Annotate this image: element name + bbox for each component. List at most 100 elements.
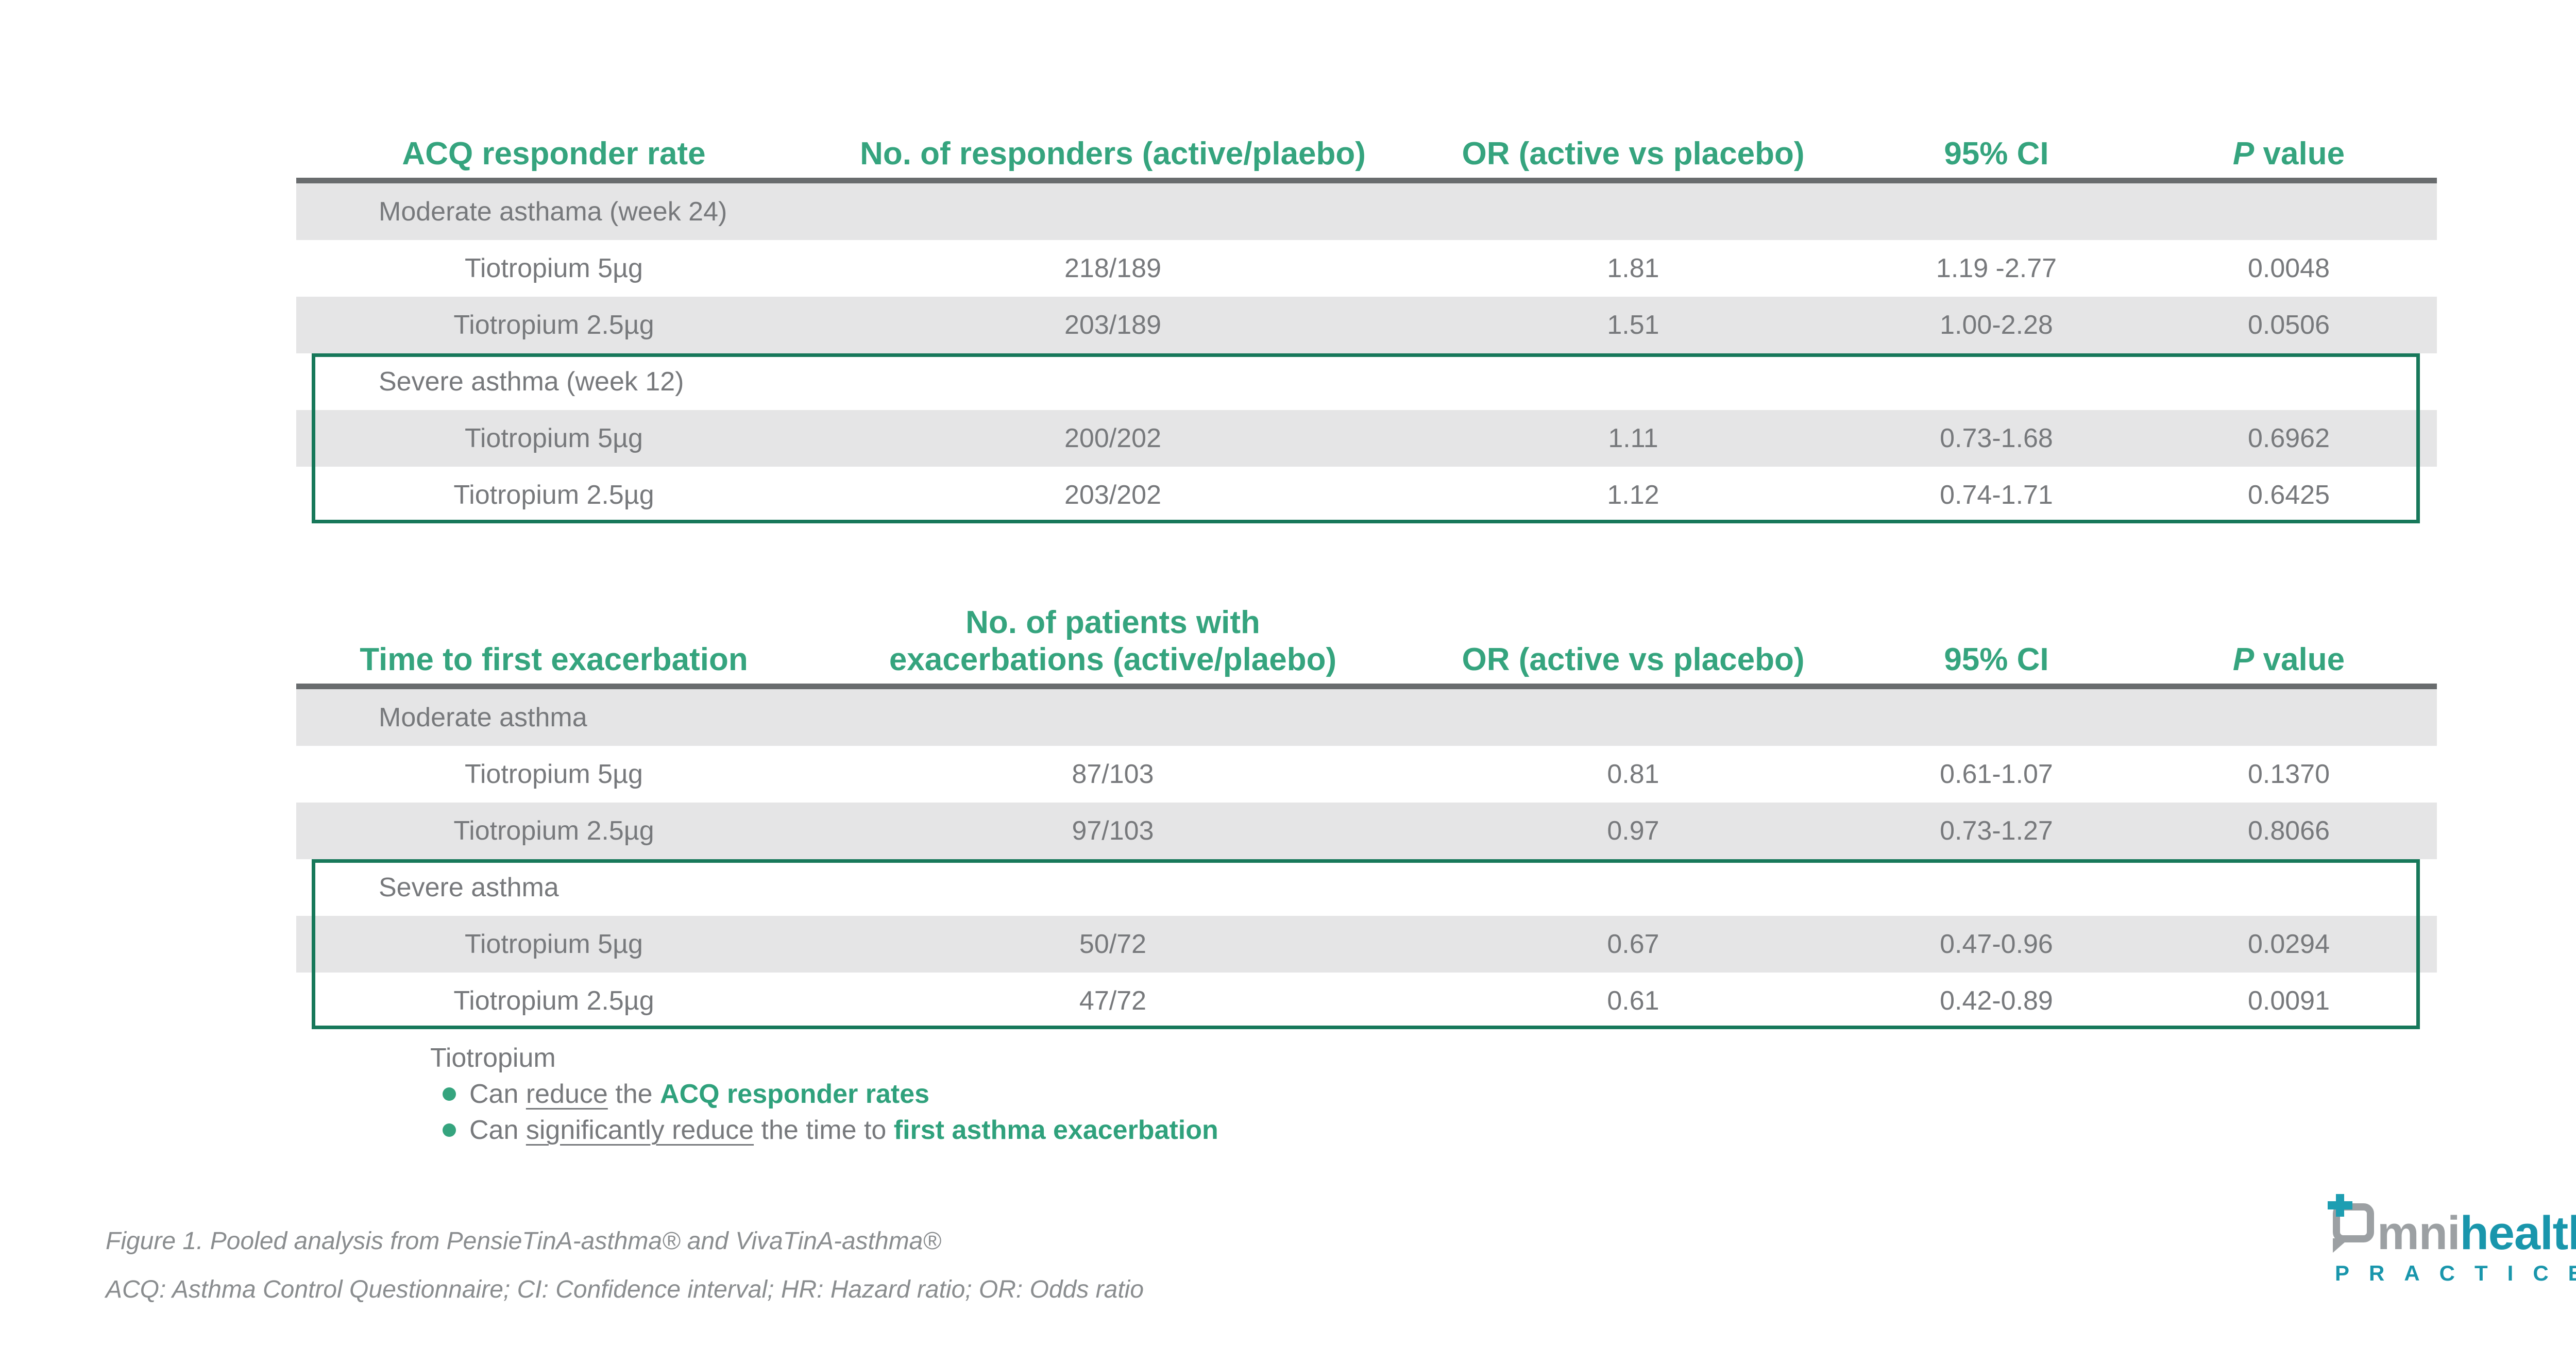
drug-cell: Tiotropium 2.5µg — [453, 986, 654, 1016]
drug-cell: Tiotropium 2.5µg — [453, 816, 654, 846]
omnihealth-logo-o-icon — [2325, 1194, 2377, 1253]
pvalue-cell: 0.0506 — [2247, 310, 2330, 340]
plus-icon — [2328, 1201, 2352, 1209]
bullet-text-highlight: first asthma exacerbation — [893, 1115, 1218, 1145]
ci-cell: 0.73-1.27 — [1940, 816, 2053, 846]
ci-cell: 0.61-1.07 — [1940, 759, 2053, 789]
logo-subtitle-practice: PRACTICE — [2335, 1261, 2576, 1285]
pvalue-cell: 0.6962 — [2247, 423, 2330, 453]
table-row: Tiotropium 2.5µg 97/103 0.97 0.73-1.27 0… — [296, 803, 2437, 859]
exa-header-col2-line1: No. of patients with — [965, 605, 1260, 640]
drug-cell: Tiotropium 2.5µg — [453, 310, 654, 340]
drug-cell: Tiotropium 5µg — [465, 759, 643, 789]
summary-intro: Tiotropium — [430, 1043, 556, 1073]
acq-responder-table: ACQ responder rate No. of responders (ac… — [296, 124, 2437, 523]
bullet-text-plain: the time to — [754, 1115, 894, 1145]
table-row: Tiotropium 2.5µg 203/202 1.12 0.74-1.71 … — [296, 467, 2437, 523]
patients-cell: 50/72 — [1079, 929, 1147, 959]
p-value-rest: value — [2254, 642, 2345, 677]
omnihealth-logo-wordmark: mni health — [2325, 1194, 2576, 1257]
table-row: Tiotropium 2.5µg 203/189 1.51 1.00-2.28 … — [296, 297, 2437, 353]
acq-table-body: Moderate asthama (week 24) Tiotropium 5µ… — [296, 183, 2437, 523]
exa-header-col3: OR (active vs placebo) — [1462, 642, 1805, 677]
table-row-category: Severe asthma — [296, 859, 2437, 916]
pvalue-cell: 0.6425 — [2247, 480, 2330, 510]
bullet-text-underlined: significantly reduce — [526, 1115, 754, 1145]
exacerbation-table-header-row: Time to first exacerbation No. of patien… — [296, 584, 2437, 684]
ci-cell: 0.74-1.71 — [1940, 480, 2053, 510]
or-cell: 0.97 — [1607, 816, 1659, 846]
or-cell: 0.67 — [1607, 929, 1659, 959]
bullet-text-highlight: ACQ responder rates — [660, 1079, 930, 1109]
table-row: Tiotropium 2.5µg 47/72 0.61 0.42-0.89 0.… — [296, 973, 2437, 1029]
table-row-category: Moderate asthama (week 24) — [296, 183, 2437, 240]
bullet-text-plain: Can — [469, 1115, 526, 1145]
figure-caption: Figure 1. Pooled analysis from PensieTin… — [106, 1226, 1144, 1305]
p-value-rest: value — [2254, 136, 2345, 172]
responders-cell: 203/202 — [1064, 480, 1161, 510]
ci-cell: 0.73-1.68 — [1940, 423, 2053, 453]
table-row: Tiotropium 5µg 87/103 0.81 0.61-1.07 0.1… — [296, 746, 2437, 803]
bullet-text-plain: Can — [469, 1079, 526, 1109]
ci-cell: 0.47-0.96 — [1940, 929, 2053, 959]
table-row: Tiotropium 5µg 218/189 1.81 1.19 -2.77 0… — [296, 240, 2437, 297]
table-row-category: Severe asthma (week 12) — [296, 353, 2437, 410]
pvalue-cell: 0.1370 — [2247, 759, 2330, 789]
patients-cell: 47/72 — [1079, 986, 1147, 1016]
exacerbation-table: Time to first exacerbation No. of patien… — [296, 584, 2437, 1029]
table-row: Tiotropium 5µg 50/72 0.67 0.47-0.96 0.02… — [296, 916, 2437, 973]
ci-cell: 1.00-2.28 — [1940, 310, 2053, 340]
bullet-text-plain: the — [607, 1079, 660, 1109]
p-value-italic-p: P — [2232, 136, 2255, 172]
caption-line-1: Figure 1. Pooled analysis from PensieTin… — [106, 1227, 941, 1255]
table-row-category: Moderate asthma — [296, 689, 2437, 746]
patients-cell: 97/103 — [1072, 816, 1154, 846]
acq-header-col4: 95% CI — [1944, 136, 2049, 172]
speech-bubble-tail-icon — [2333, 1238, 2349, 1253]
drug-cell: Tiotropium 5µg — [465, 423, 643, 453]
pvalue-cell: 0.0294 — [2247, 929, 2330, 959]
category-label: Severe asthma — [379, 873, 559, 902]
acq-header-col2: No. of responders (active/plaebo) — [860, 136, 1366, 172]
acq-table-top-border — [296, 178, 2437, 183]
or-cell: 1.51 — [1607, 310, 1659, 340]
acq-header-col1: ACQ responder rate — [402, 136, 706, 172]
responders-cell: 218/189 — [1064, 253, 1161, 283]
category-label: Moderate asthma — [379, 703, 587, 732]
responders-cell: 203/189 — [1064, 310, 1161, 340]
drug-cell: Tiotropium 5µg — [465, 253, 643, 283]
exa-header-col4: 95% CI — [1944, 642, 2049, 677]
drug-cell: Tiotropium 2.5µg — [453, 480, 654, 510]
exacerbation-table-body: Moderate asthma Tiotropium 5µg 87/103 0.… — [296, 689, 2437, 1029]
exacerbation-table-top-border — [296, 684, 2437, 689]
or-cell: 0.81 — [1607, 759, 1659, 789]
exa-header-col2: No. of patients with exacerbations (acti… — [811, 604, 1414, 678]
or-cell: 1.11 — [1608, 423, 1658, 453]
category-label: Moderate asthama (week 24) — [379, 197, 727, 227]
omnihealth-logo: mni health PRACTICE — [2325, 1194, 2576, 1286]
pvalue-cell: 0.8066 — [2247, 816, 2330, 846]
exa-header-col2-line2: exacerbations (active/plaebo) — [889, 642, 1337, 677]
ci-cell: 1.19 -2.77 — [1936, 253, 2057, 283]
acq-header-col3: OR (active vs placebo) — [1462, 136, 1805, 172]
summary-bullet-1-text: Can reduce the ACQ responder rates — [469, 1079, 929, 1110]
exa-header-col5: P value — [2141, 641, 2437, 678]
or-cell: 1.12 — [1607, 480, 1659, 510]
p-value-italic-p: P — [2232, 642, 2255, 677]
exa-header-col1: Time to first exacerbation — [360, 642, 748, 677]
caption-line-2: ACQ: Asthma Control Questionnaire; CI: C… — [106, 1276, 1144, 1303]
table-row: Tiotropium 5µg 200/202 1.11 0.73-1.68 0.… — [296, 410, 2437, 467]
summary-notes: Tiotropium Can reduce the ACQ responder … — [430, 1042, 1218, 1147]
summary-bullet-1: Can reduce the ACQ responder rates — [430, 1078, 1218, 1111]
bullet-text-underlined: reduce — [526, 1079, 608, 1109]
acq-header-col5: P value — [2141, 135, 2437, 173]
ci-cell: 0.42-0.89 — [1940, 986, 2053, 1016]
summary-bullet-2: Can significantly reduce the time to fir… — [430, 1114, 1218, 1147]
bullet-dot-icon — [443, 1123, 456, 1137]
patients-cell: 87/103 — [1072, 759, 1154, 789]
bullet-dot-icon — [443, 1087, 456, 1101]
pvalue-cell: 0.0091 — [2247, 986, 2330, 1016]
acq-table-header-row: ACQ responder rate No. of responders (ac… — [296, 124, 2437, 178]
pvalue-cell: 0.0048 — [2247, 253, 2330, 283]
